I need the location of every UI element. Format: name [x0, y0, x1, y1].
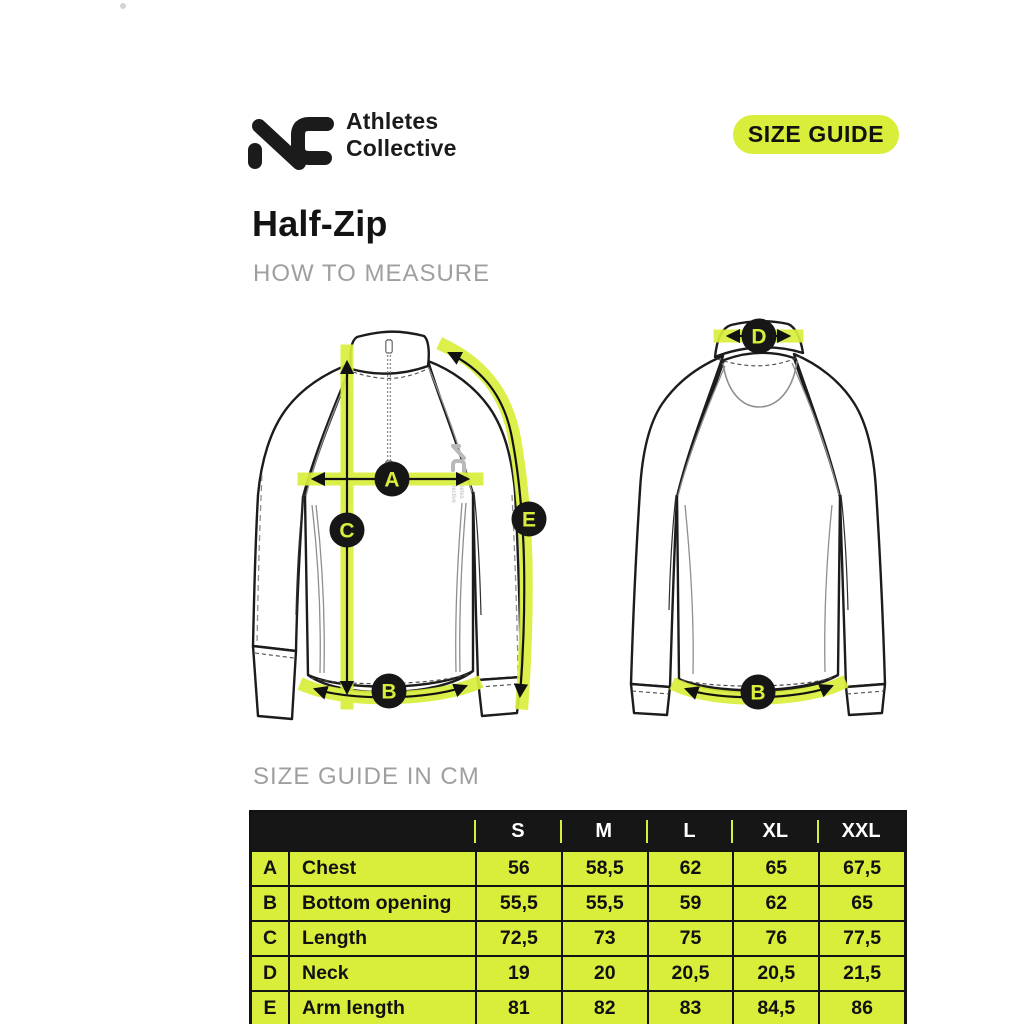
row-letter: B: [252, 885, 288, 920]
cell-value: 20,5: [732, 955, 819, 990]
cell-value: 55,5: [475, 885, 561, 920]
cell-value: 19: [475, 955, 561, 990]
badge-letter-B-back: B: [750, 682, 765, 705]
size-guide-badge-label: SIZE GUIDE: [747, 121, 885, 147]
cell-value: 56: [475, 850, 561, 885]
row-letter: C: [252, 920, 288, 955]
cell-value: 67,5: [818, 850, 904, 885]
row-letter: E: [252, 990, 288, 1024]
cell-value: 86: [818, 990, 904, 1024]
brand-name: Athletes Collective: [346, 108, 457, 162]
badge-letter-B-front: B: [381, 681, 396, 704]
cell-value: 81: [475, 990, 561, 1024]
size-table: S M L XL XXL A Chest 56 58,5 62 65 67,5 …: [249, 810, 907, 1024]
cell-value: 72,5: [475, 920, 561, 955]
garment-back-view: D B: [629, 318, 887, 717]
cell-value: 82: [560, 990, 647, 1024]
how-to-measure-label: HOW TO MEASURE: [253, 260, 491, 287]
cell-value: 58,5: [560, 850, 647, 885]
badge-letter-A: A: [384, 469, 399, 492]
row-label: Neck: [288, 955, 475, 990]
table-header-corner: [252, 813, 475, 850]
cell-value: 21,5: [818, 955, 904, 990]
row-letter: D: [252, 955, 288, 990]
cell-value: 84,5: [732, 990, 819, 1024]
brand-name-line1: Athletes: [346, 108, 439, 134]
cell-value: 62: [732, 885, 819, 920]
badge-letter-C: C: [339, 520, 354, 543]
table-header-XXL: XXL: [817, 813, 904, 850]
print-speck-artifact: [120, 3, 126, 9]
front-measure-badges: A C B E: [329, 461, 547, 709]
brand-logo: Athletes Collective: [246, 108, 457, 170]
row-label: Bottom opening: [288, 885, 475, 920]
cell-value: 73: [560, 920, 647, 955]
row-label: Arm length: [288, 990, 475, 1024]
back-measure-badges: D B: [740, 318, 777, 710]
cell-value: 59: [646, 885, 733, 920]
cell-value: 62: [646, 850, 733, 885]
row-label: Length: [288, 920, 475, 955]
cell-value: 55,5: [560, 885, 647, 920]
garment-front-view: Athletes Collective A C: [251, 330, 547, 721]
row-letter: A: [252, 850, 288, 885]
badge-letter-D: D: [751, 326, 766, 349]
table-header-XL: XL: [731, 813, 819, 850]
cell-value: 75: [646, 920, 733, 955]
table-header-M: M: [559, 813, 647, 850]
row-label: Chest: [288, 850, 475, 885]
ac-logo-icon: [248, 117, 334, 170]
cell-value: 20: [560, 955, 647, 990]
table-header-L: L: [645, 813, 733, 850]
cell-value: 20,5: [646, 955, 733, 990]
product-title: Half-Zip: [252, 203, 388, 244]
size-guide-badge: SIZE GUIDE: [733, 115, 899, 154]
cell-value: 77,5: [818, 920, 904, 955]
brand-name-line2: Collective: [346, 135, 457, 161]
measurement-diagram: Athletes Collective A C: [251, 318, 887, 721]
cell-value: 65: [732, 850, 819, 885]
cell-value: 76: [732, 920, 819, 955]
table-header-S: S: [474, 813, 561, 850]
cell-value: 83: [646, 990, 733, 1024]
size-table-caption: SIZE GUIDE IN CM: [253, 763, 480, 790]
badge-letter-E: E: [522, 509, 536, 532]
cell-value: 65: [818, 885, 904, 920]
